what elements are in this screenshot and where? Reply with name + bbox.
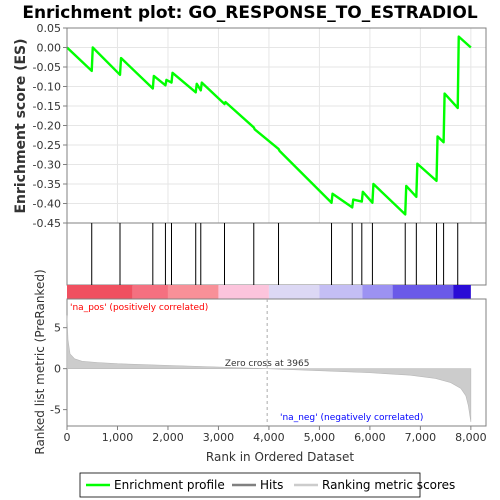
colorbar-segment xyxy=(392,285,454,299)
x-tick-label: 3,000 xyxy=(203,431,235,444)
hits-panel xyxy=(66,222,487,286)
colorbar-segment xyxy=(132,285,168,299)
x-tick-label: 6,000 xyxy=(354,431,386,444)
hits-panel-frame xyxy=(66,222,487,286)
colorbar-segment xyxy=(218,285,269,299)
positive-correlation-label: 'na_pos' (positively correlated) xyxy=(70,303,208,313)
es-y-tick-label: -0.15 xyxy=(33,100,61,113)
metric-panel: Zero cross at 3965 'na_pos' (positively … xyxy=(33,269,487,464)
colorbar-segment xyxy=(319,285,363,299)
chart-title: Enrichment plot: GO_RESPONSE_TO_ESTRADIO… xyxy=(22,3,477,23)
es-y-tick-label: -0.35 xyxy=(33,178,61,191)
es-panel: 0.05 0.00 -0.05 -0.10 -0.15 -0.20 -0.25 -0.30 -0… xyxy=(13,22,487,230)
es-y-tick-label: 0.00 xyxy=(37,42,62,55)
colorbar-segment xyxy=(453,285,471,299)
metric-panel-frame xyxy=(66,298,487,427)
zero-cross-label: Zero cross at 3965 xyxy=(225,359,310,369)
es-y-tick-label: -0.40 xyxy=(33,198,61,211)
es-y-ticks: 0.05 0.00 -0.05 -0.10 -0.15 -0.20 -0.25 -0.30 -0… xyxy=(33,22,67,230)
es-y-tick-label: -0.45 xyxy=(33,217,61,230)
x-tick-label: 2,000 xyxy=(152,431,184,444)
metric-y-tick-label: -5 xyxy=(50,404,61,417)
colorbar-segment xyxy=(167,285,219,299)
ranking-colorbar xyxy=(67,285,471,299)
colorbar-segments xyxy=(67,285,471,299)
hit-markers xyxy=(91,223,459,285)
colorbar-segment xyxy=(268,285,320,299)
metric-y-axis-label: Ranked list metric (PreRanked) xyxy=(33,269,47,454)
ranking-metric-area xyxy=(66,315,472,422)
enrichment-profile-polyline xyxy=(66,35,472,216)
x-tick-label: 8,000 xyxy=(455,431,487,444)
metric-x-ticks: 0 1,000 2,000 3,000 4,000 5,000 6,000 7,000 8,00… xyxy=(64,426,487,444)
metric-y-ticks: 5 0 -5 xyxy=(50,322,67,417)
es-y-axis-label: Enrichment score (ES) xyxy=(13,38,29,213)
x-tick-label: 0 xyxy=(64,431,71,444)
legend-metric-label: Ranking metric scores xyxy=(322,478,455,492)
es-y-tick-label: -0.05 xyxy=(33,61,61,74)
legend: Enrichment profile Hits Ranking metric s… xyxy=(79,472,455,498)
enrichment-profile-line xyxy=(66,35,472,216)
x-axis-label: Rank in Ordered Dataset xyxy=(206,450,354,464)
metric-y-tick-label: 5 xyxy=(54,322,61,335)
x-tick-label: 7,000 xyxy=(405,431,437,444)
es-y-tick-label: -0.20 xyxy=(33,120,61,133)
x-tick-label: 5,000 xyxy=(304,431,336,444)
legend-enrichment-label: Enrichment profile xyxy=(114,478,225,492)
es-y-tick-label: -0.30 xyxy=(33,159,61,172)
colorbar-segment xyxy=(67,285,133,299)
x-tick-label: 4,000 xyxy=(253,431,285,444)
negative-correlation-label: 'na_neg' (negatively correlated) xyxy=(280,413,423,423)
es-y-tick-label: -0.25 xyxy=(33,139,61,152)
metric-y-tick-label: 0 xyxy=(54,363,61,376)
ranking-metric-shape xyxy=(66,315,472,422)
x-tick-label: 1,000 xyxy=(102,431,134,444)
es-y-tick-label: 0.05 xyxy=(37,22,62,35)
legend-hits-label: Hits xyxy=(260,478,283,492)
es-y-tick-label: -0.10 xyxy=(33,81,61,94)
colorbar-segment xyxy=(362,285,393,299)
